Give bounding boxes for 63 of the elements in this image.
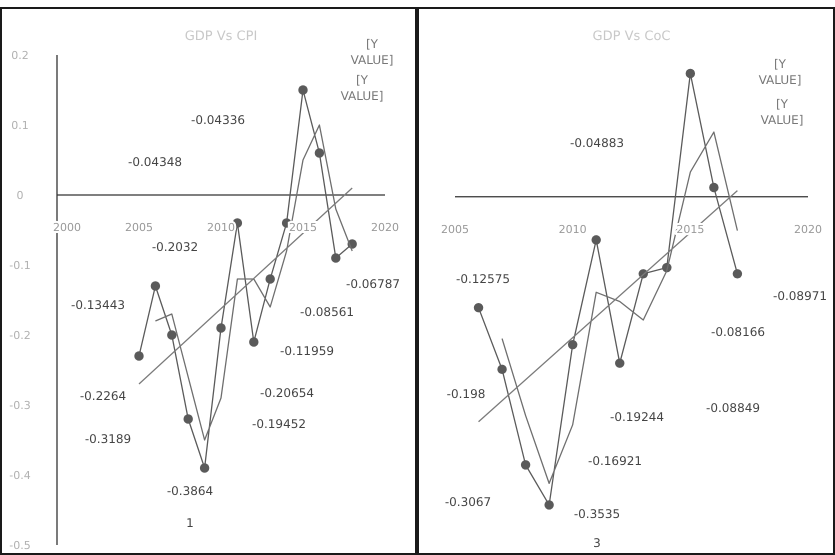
annotation: -0.08971 [773, 289, 827, 303]
y-tick-label: -0.4 [9, 469, 31, 482]
point [331, 253, 341, 263]
annotation: -0.04883 [570, 136, 624, 150]
point [249, 337, 259, 347]
y-tick-label: -0.1 [9, 259, 31, 272]
y-tick-label: -0.3 [9, 399, 31, 412]
annotation: [Y VALUE] [760, 97, 804, 127]
y-tick-label: 0.2 [11, 49, 29, 62]
point [200, 463, 210, 473]
point [134, 351, 144, 361]
text: -0.3535 [574, 507, 620, 521]
annotation: -0.16921 [588, 454, 642, 468]
point [183, 414, 193, 424]
annotation: -0.12575 [456, 272, 510, 286]
x-tick-label: 2010 [207, 221, 235, 234]
annotation: -0.20654 [260, 386, 314, 400]
point [568, 340, 578, 350]
y-tick-label: -0.5 [9, 539, 31, 552]
point [314, 148, 324, 158]
annotation: -0.04336 [191, 113, 245, 127]
annotation: -0.11959 [280, 344, 334, 358]
point [216, 323, 226, 333]
point [615, 358, 624, 368]
annotation: -0.08561 [300, 305, 354, 319]
annotation: -0.3189 [84, 432, 132, 446]
annotation: -0.13443 [71, 298, 125, 312]
x-tick-label: 2005 [125, 221, 153, 234]
point [474, 302, 484, 312]
annotation: -0.08166 [711, 325, 765, 339]
point [265, 274, 275, 284]
y-tick-label: 0.1 [11, 119, 29, 132]
x-tick-label: 2005 [441, 222, 469, 236]
point [686, 68, 696, 78]
x-tick-label: 2020 [794, 222, 822, 236]
annotation: -0.2032 [152, 240, 198, 254]
annotation: -0.198 [446, 387, 486, 401]
annotation: -0.19452 [252, 417, 306, 431]
x-tick-label: 2020 [371, 221, 399, 234]
annotation: -0.04348 [128, 155, 182, 169]
annotation: [Y VALUE] [340, 73, 384, 103]
x-tick-label: 2010 [558, 222, 587, 236]
y-tick-label: 0 [16, 189, 24, 202]
annotation: -0.3864 [166, 484, 214, 498]
point [732, 269, 742, 279]
annotation: [Y VALUE] [350, 37, 394, 67]
point [298, 85, 308, 95]
point [497, 364, 507, 374]
annotation: -0.19244 [610, 410, 664, 424]
annotation: 1 [186, 516, 194, 530]
point [150, 281, 160, 291]
point [591, 235, 601, 245]
point [709, 182, 719, 192]
point [544, 500, 554, 510]
point [167, 330, 177, 340]
annotation: -0.06787 [346, 277, 400, 291]
annotation: [Y VALUE] [758, 57, 802, 87]
annotation: -0.2264 [80, 389, 126, 403]
text: 3 [593, 536, 601, 550]
y-tick-label: -0.2 [9, 329, 31, 342]
point [520, 460, 530, 470]
annotation: -0.08849 [706, 401, 760, 415]
annotation: -0.3067 [444, 495, 492, 509]
